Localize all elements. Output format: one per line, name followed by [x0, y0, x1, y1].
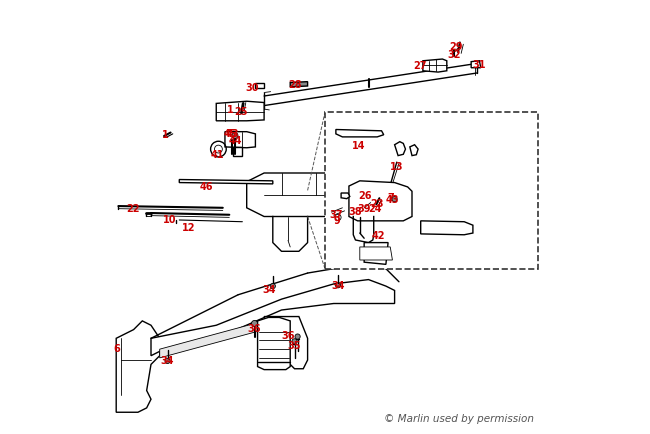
Text: 10: 10 [163, 215, 176, 224]
Circle shape [270, 284, 276, 289]
Polygon shape [116, 321, 160, 412]
Circle shape [232, 133, 238, 139]
Text: 31: 31 [473, 60, 486, 69]
Polygon shape [179, 180, 273, 184]
Text: 26: 26 [358, 191, 371, 200]
Text: 36: 36 [281, 330, 294, 340]
Text: 25: 25 [235, 107, 248, 116]
Text: 22: 22 [126, 204, 140, 213]
Polygon shape [336, 130, 384, 138]
Text: 9: 9 [334, 216, 341, 225]
Text: 29: 29 [448, 42, 462, 52]
Text: 34: 34 [160, 355, 174, 365]
Polygon shape [225, 132, 255, 148]
Text: 7: 7 [387, 193, 394, 202]
Polygon shape [423, 60, 447, 73]
Polygon shape [233, 148, 242, 156]
Text: 24: 24 [369, 204, 382, 214]
Polygon shape [360, 247, 393, 260]
Polygon shape [257, 318, 290, 370]
Text: 43: 43 [225, 129, 239, 138]
Text: 13: 13 [389, 161, 403, 171]
Text: 32: 32 [447, 50, 460, 60]
Text: 46: 46 [200, 182, 213, 192]
Text: 34: 34 [332, 280, 344, 290]
Circle shape [165, 358, 170, 364]
Polygon shape [421, 221, 473, 235]
Bar [325, 113, 538, 269]
Circle shape [295, 334, 300, 339]
Polygon shape [341, 194, 350, 199]
Text: 45: 45 [224, 128, 237, 138]
Text: 37: 37 [330, 210, 343, 219]
Text: 12: 12 [182, 223, 196, 233]
Polygon shape [151, 280, 395, 356]
Text: 38: 38 [348, 207, 362, 217]
Circle shape [335, 283, 341, 288]
Text: 1: 1 [227, 105, 234, 114]
Text: 43: 43 [386, 194, 400, 204]
Text: 14: 14 [352, 141, 365, 151]
Text: 27: 27 [413, 61, 426, 71]
Text: 6: 6 [114, 344, 120, 353]
Polygon shape [395, 142, 406, 156]
Text: 36: 36 [248, 324, 261, 333]
Text: 23: 23 [370, 198, 384, 208]
Text: 42: 42 [372, 230, 385, 240]
Circle shape [292, 339, 297, 344]
Text: 35: 35 [287, 341, 301, 350]
Polygon shape [349, 181, 412, 221]
Polygon shape [264, 317, 307, 369]
Text: 39: 39 [357, 204, 370, 214]
Polygon shape [471, 62, 481, 69]
Polygon shape [410, 145, 418, 156]
Text: 28: 28 [289, 80, 302, 89]
Text: 30: 30 [246, 83, 259, 92]
Text: 44: 44 [228, 136, 242, 145]
Polygon shape [290, 82, 307, 88]
Polygon shape [364, 243, 388, 265]
Text: © Marlin used by permission: © Marlin used by permission [384, 413, 534, 423]
Text: 1: 1 [162, 130, 168, 140]
Circle shape [252, 321, 257, 327]
Circle shape [392, 197, 397, 202]
Polygon shape [160, 321, 264, 358]
Polygon shape [216, 102, 264, 122]
Text: 34: 34 [263, 285, 276, 294]
Polygon shape [255, 83, 264, 89]
Polygon shape [247, 174, 377, 217]
Text: 41: 41 [211, 150, 224, 160]
